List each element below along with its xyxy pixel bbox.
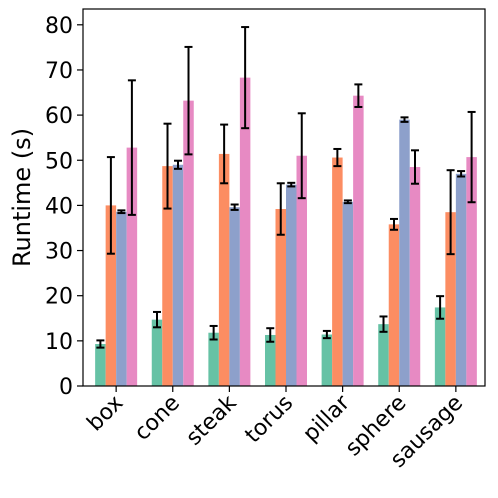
bar-pillar-series-1: [321, 334, 333, 386]
bar-box-series-1: [95, 344, 106, 386]
y-tick-label-50: 50: [45, 149, 73, 174]
bar-sphere-series-1: [378, 324, 389, 386]
plot-frame: [82, 8, 486, 387]
bar-cone-series-1: [151, 319, 163, 386]
bar-torus-series-1: [265, 334, 276, 386]
bar-box-series-4: [126, 147, 138, 386]
bars-layer: [95, 77, 477, 387]
x-tick-label-torus: torus: [241, 391, 299, 449]
bar-sausage-series-3: [455, 173, 467, 386]
y-tick-label-30: 30: [45, 240, 73, 265]
bar-torus-series-4: [296, 155, 307, 386]
bar-sphere-series-4: [409, 167, 421, 386]
y-tick-label-20: 20: [45, 285, 73, 310]
bar-sphere-series-3: [399, 119, 410, 387]
bar-sausage-series-1: [434, 307, 446, 386]
bar-sausage-series-2: [445, 212, 456, 386]
bar-box-series-3: [116, 211, 127, 386]
x-tick-label-steak: steak: [182, 390, 242, 450]
bar-pillar-series-3: [342, 201, 354, 386]
bar-cone-series-3: [172, 164, 184, 386]
y-tick-label-60: 60: [45, 104, 73, 129]
bar-cone-series-4: [183, 100, 194, 386]
x-tick-label-cone: cone: [130, 391, 185, 446]
bar-torus-series-3: [286, 184, 297, 386]
y-tick-label-80: 80: [45, 14, 73, 39]
error-bars-layer: [96, 26, 476, 349]
bar-torus-series-2: [275, 209, 286, 386]
bar-cone-series-2: [162, 166, 173, 386]
y-tick-label-10: 10: [45, 330, 73, 355]
y-tick-label-40: 40: [45, 194, 73, 219]
x-tick-label-box: box: [83, 391, 129, 437]
bar-steak-series-3: [229, 207, 240, 386]
y-axis: 0 10 20 30 40 50 60 70 80: [45, 14, 83, 400]
bar-sphere-series-2: [388, 224, 400, 386]
bar-pillar-series-2: [332, 157, 343, 386]
bar-steak-series-1: [208, 332, 219, 386]
y-axis-label: Runtime (s): [8, 128, 36, 267]
bar-sausage-series-4: [466, 157, 477, 386]
bar-steak-series-4: [239, 77, 251, 386]
bar-pillar-series-4: [353, 95, 364, 386]
bar-box-series-2: [105, 205, 117, 386]
y-tick-label-70: 70: [45, 59, 73, 84]
bar-steak-series-2: [218, 153, 230, 386]
y-tick-label-0: 0: [59, 375, 73, 400]
